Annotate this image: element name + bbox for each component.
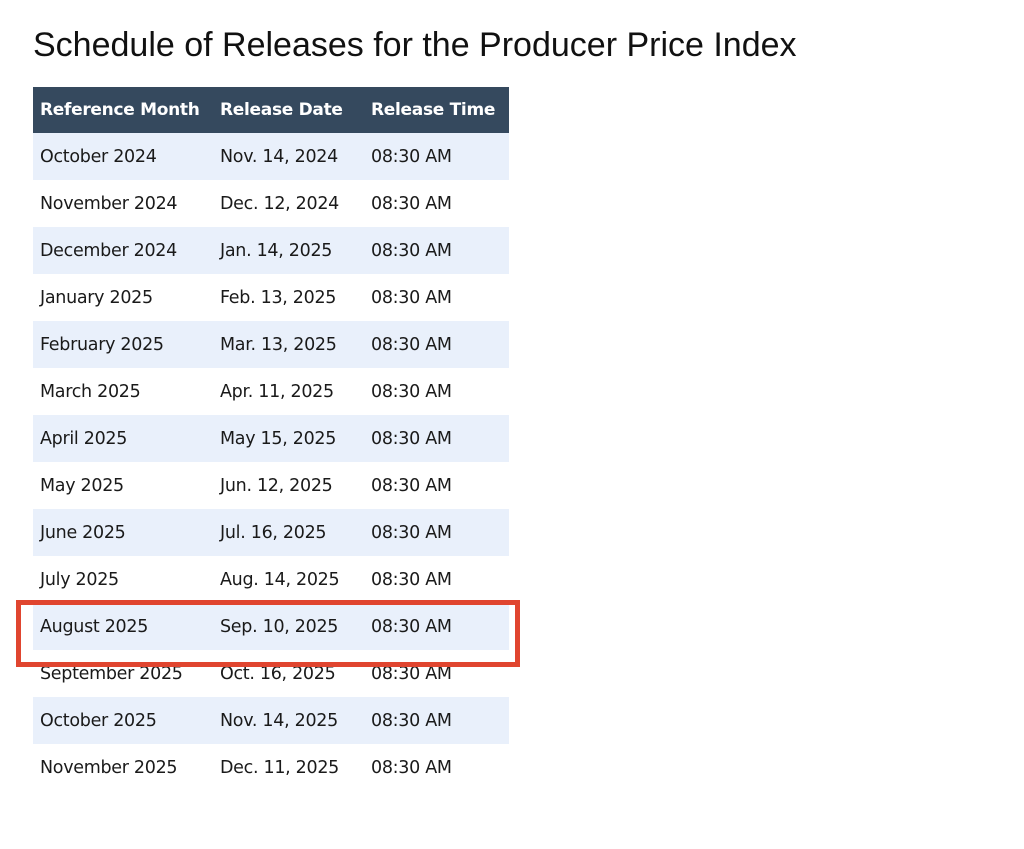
cell-release-date: Jan. 14, 2025 bbox=[214, 227, 365, 274]
table-row: December 2024 Jan. 14, 2025 08:30 AM bbox=[33, 227, 509, 274]
cell-reference-month: October 2025 bbox=[33, 697, 214, 744]
cell-reference-month: September 2025 bbox=[33, 650, 214, 697]
cell-release-time: 08:30 AM bbox=[365, 274, 509, 321]
cell-reference-month: December 2024 bbox=[33, 227, 214, 274]
cell-release-time: 08:30 AM bbox=[365, 321, 509, 368]
cell-release-time: 08:30 AM bbox=[365, 697, 509, 744]
cell-release-date: Aug. 14, 2025 bbox=[214, 556, 365, 603]
table-row: September 2025 Oct. 16, 2025 08:30 AM bbox=[33, 650, 509, 697]
cell-release-time: 08:30 AM bbox=[365, 415, 509, 462]
cell-release-date: Jul. 16, 2025 bbox=[214, 509, 365, 556]
cell-reference-month: August 2025 bbox=[33, 603, 214, 650]
cell-release-time: 08:30 AM bbox=[365, 509, 509, 556]
cell-release-date: Oct. 16, 2025 bbox=[214, 650, 365, 697]
cell-release-date: Mar. 13, 2025 bbox=[214, 321, 365, 368]
cell-release-time: 08:30 AM bbox=[365, 603, 509, 650]
table-row: May 2025 Jun. 12, 2025 08:30 AM bbox=[33, 462, 509, 509]
table-row-highlighted: August 2025 Sep. 10, 2025 08:30 AM bbox=[33, 603, 509, 650]
table-row: November 2025 Dec. 11, 2025 08:30 AM bbox=[33, 744, 509, 791]
table-header-row: Reference Month Release Date Release Tim… bbox=[33, 87, 509, 133]
cell-release-time: 08:30 AM bbox=[365, 556, 509, 603]
header-reference-month: Reference Month bbox=[33, 87, 214, 133]
cell-release-time: 08:30 AM bbox=[365, 368, 509, 415]
cell-reference-month: March 2025 bbox=[33, 368, 214, 415]
page-title: Schedule of Releases for the Producer Pr… bbox=[33, 26, 797, 64]
cell-release-date: Sep. 10, 2025 bbox=[214, 603, 365, 650]
cell-reference-month: November 2024 bbox=[33, 180, 214, 227]
cell-reference-month: April 2025 bbox=[33, 415, 214, 462]
cell-reference-month: October 2024 bbox=[33, 133, 214, 180]
cell-release-date: Nov. 14, 2025 bbox=[214, 697, 365, 744]
cell-release-time: 08:30 AM bbox=[365, 133, 509, 180]
cell-release-time: 08:30 AM bbox=[365, 227, 509, 274]
table-row: October 2025 Nov. 14, 2025 08:30 AM bbox=[33, 697, 509, 744]
cell-release-date: Jun. 12, 2025 bbox=[214, 462, 365, 509]
cell-release-time: 08:30 AM bbox=[365, 650, 509, 697]
cell-release-date: Nov. 14, 2024 bbox=[214, 133, 365, 180]
cell-reference-month: November 2025 bbox=[33, 744, 214, 791]
cell-release-date: Dec. 11, 2025 bbox=[214, 744, 365, 791]
table-row: June 2025 Jul. 16, 2025 08:30 AM bbox=[33, 509, 509, 556]
table-row: January 2025 Feb. 13, 2025 08:30 AM bbox=[33, 274, 509, 321]
cell-release-date: Feb. 13, 2025 bbox=[214, 274, 365, 321]
table-row: October 2024 Nov. 14, 2024 08:30 AM bbox=[33, 133, 509, 180]
table-row: March 2025 Apr. 11, 2025 08:30 AM bbox=[33, 368, 509, 415]
cell-release-time: 08:30 AM bbox=[365, 744, 509, 791]
release-schedule-table: Reference Month Release Date Release Tim… bbox=[33, 87, 509, 791]
cell-reference-month: July 2025 bbox=[33, 556, 214, 603]
cell-release-date: Dec. 12, 2024 bbox=[214, 180, 365, 227]
table-row: February 2025 Mar. 13, 2025 08:30 AM bbox=[33, 321, 509, 368]
header-release-date: Release Date bbox=[214, 87, 365, 133]
table-row: April 2025 May 15, 2025 08:30 AM bbox=[33, 415, 509, 462]
cell-release-time: 08:30 AM bbox=[365, 180, 509, 227]
cell-release-date: May 15, 2025 bbox=[214, 415, 365, 462]
cell-reference-month: January 2025 bbox=[33, 274, 214, 321]
table-row: July 2025 Aug. 14, 2025 08:30 AM bbox=[33, 556, 509, 603]
cell-reference-month: May 2025 bbox=[33, 462, 214, 509]
cell-reference-month: June 2025 bbox=[33, 509, 214, 556]
cell-reference-month: February 2025 bbox=[33, 321, 214, 368]
cell-release-date: Apr. 11, 2025 bbox=[214, 368, 365, 415]
header-release-time: Release Time bbox=[365, 87, 509, 133]
table-row: November 2024 Dec. 12, 2024 08:30 AM bbox=[33, 180, 509, 227]
cell-release-time: 08:30 AM bbox=[365, 462, 509, 509]
